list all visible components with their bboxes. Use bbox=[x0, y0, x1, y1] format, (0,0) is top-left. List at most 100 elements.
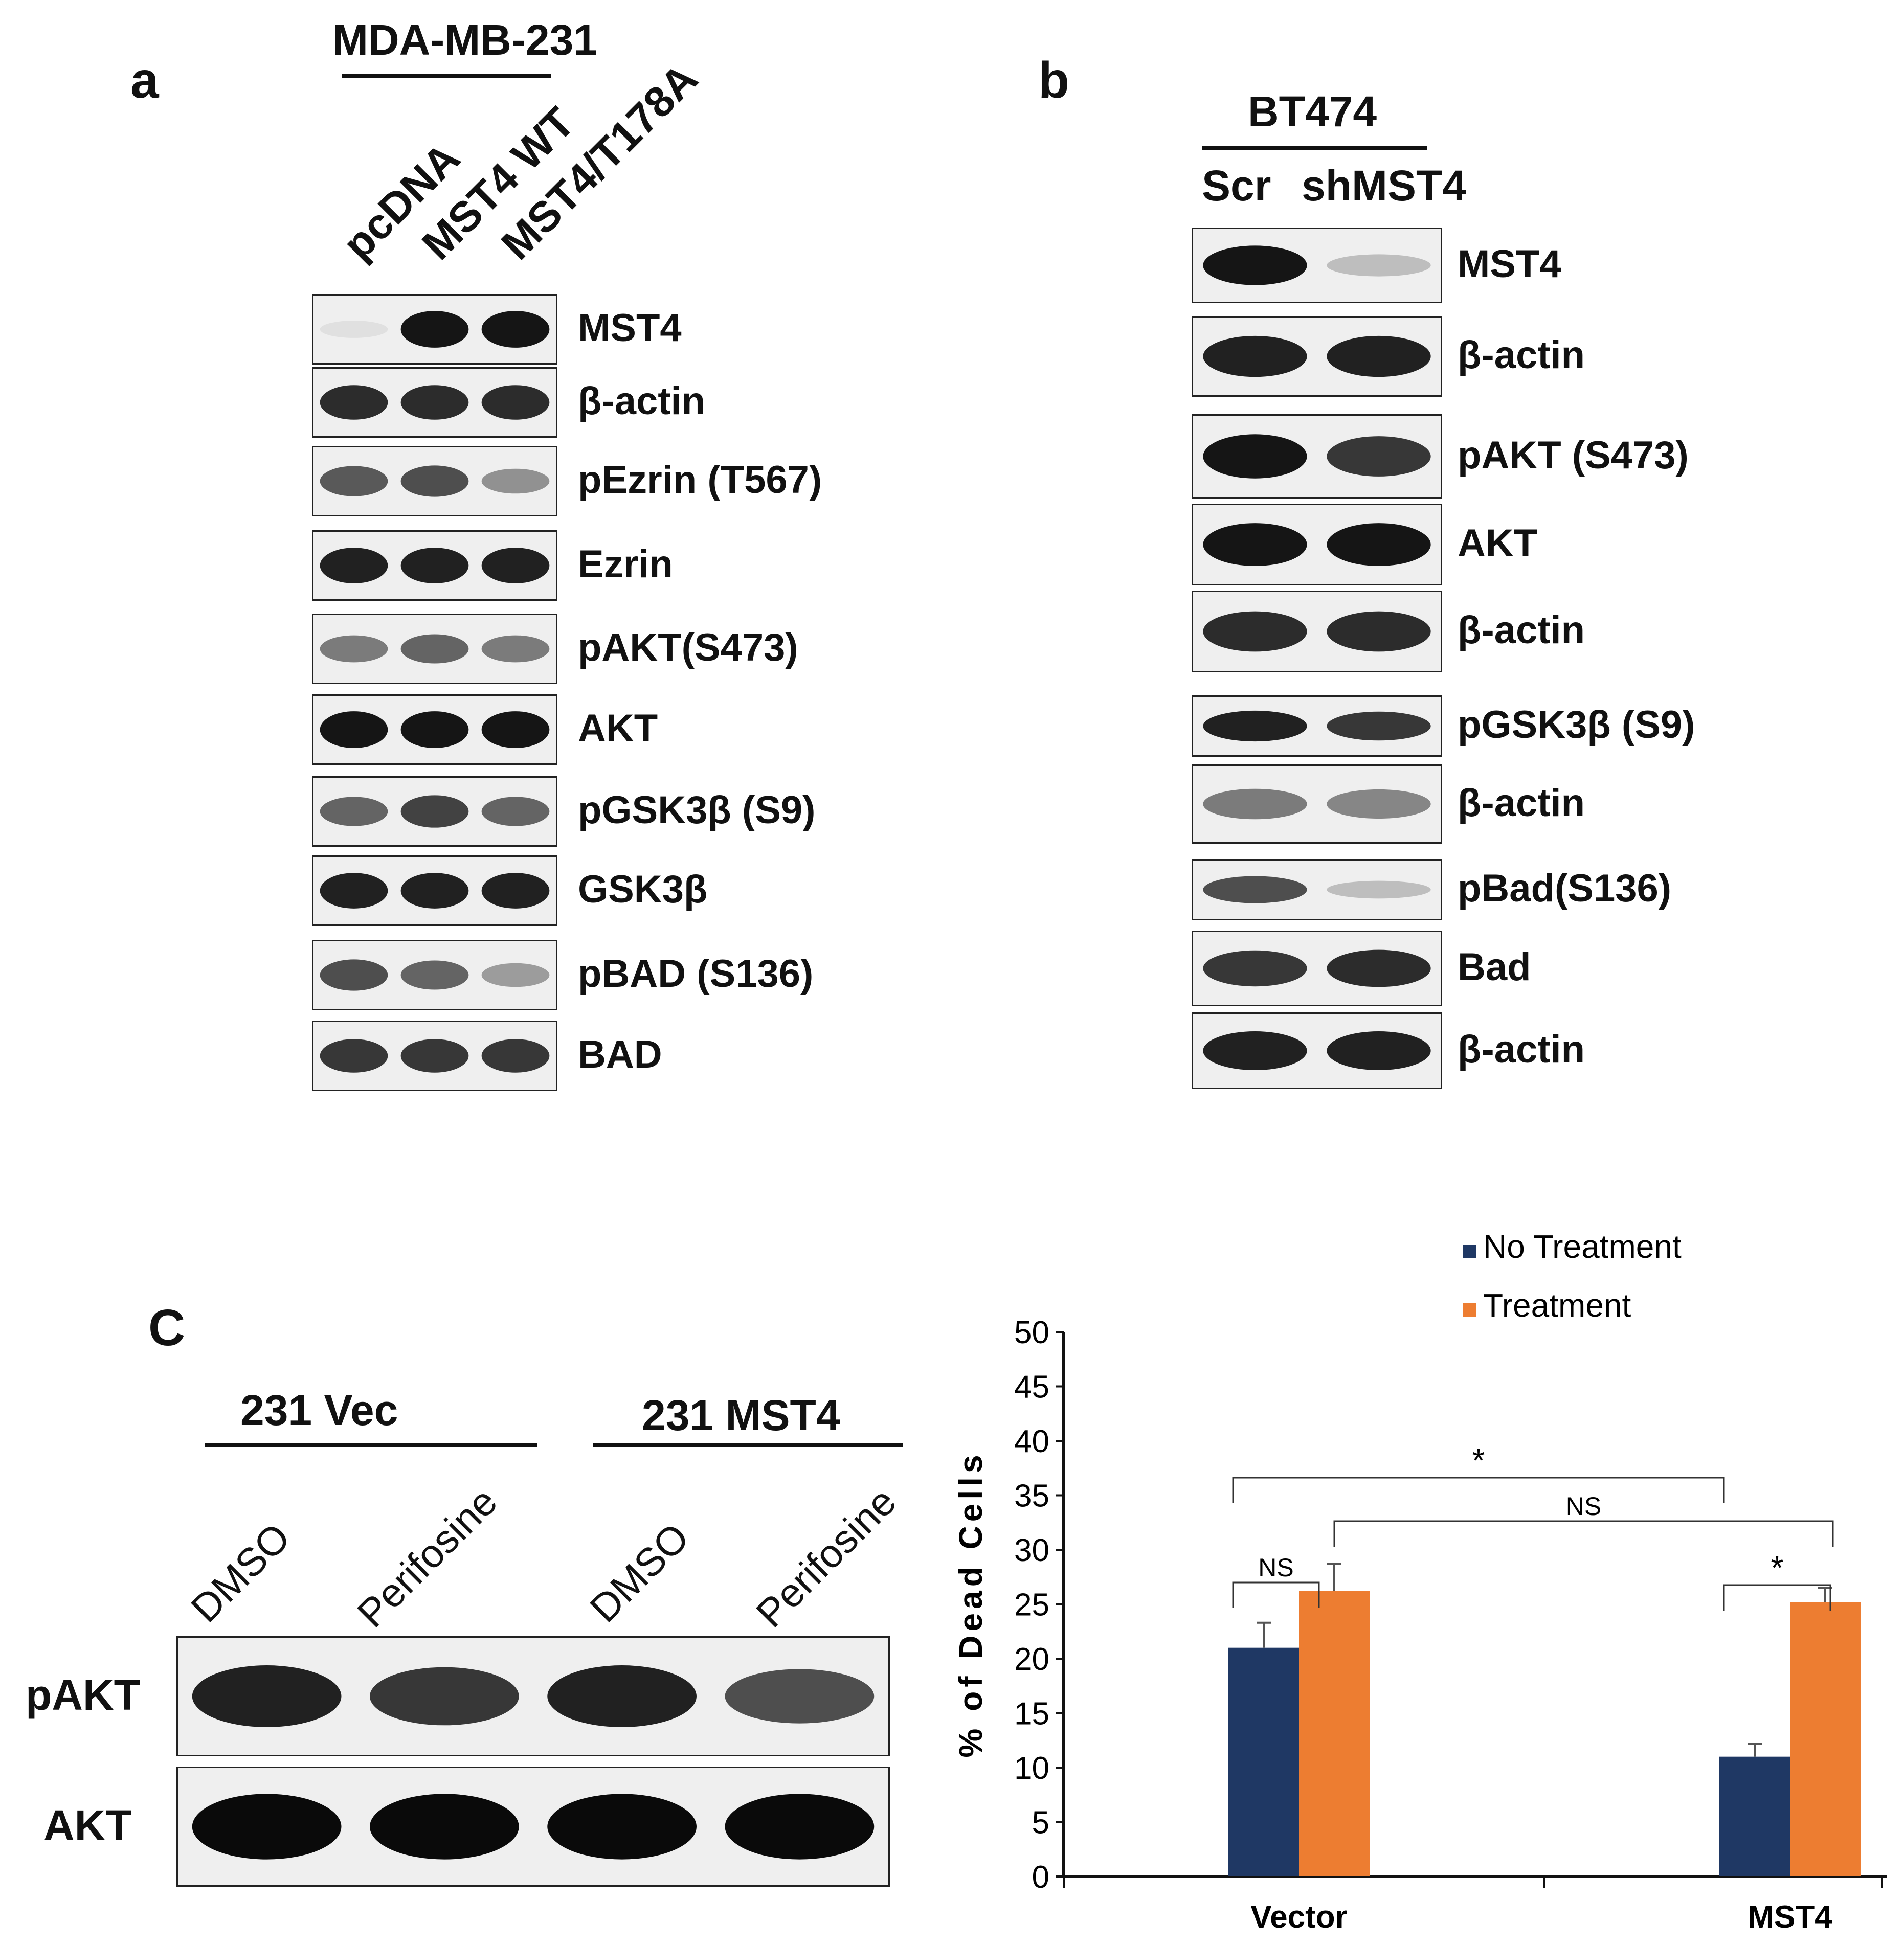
blot-band bbox=[481, 1039, 550, 1073]
blot-band bbox=[320, 959, 388, 991]
blot-band bbox=[1327, 523, 1431, 566]
significance-label: * bbox=[1472, 1442, 1485, 1479]
panel-c-lane-label: Perifosine bbox=[747, 1479, 905, 1636]
blot-label: β-actin bbox=[1458, 608, 1585, 652]
panel-b-lane-label: shMST4 bbox=[1302, 162, 1467, 210]
blot-band bbox=[320, 873, 388, 909]
blot-band bbox=[320, 466, 388, 496]
blot-band bbox=[1203, 434, 1307, 479]
panel-b-letter: b bbox=[1038, 52, 1070, 109]
blot-band bbox=[1327, 880, 1431, 899]
blot-band bbox=[400, 795, 469, 828]
y-tick-label: 10 bbox=[1014, 1751, 1049, 1786]
panel-c-group-rule bbox=[593, 1443, 903, 1447]
blot-strip bbox=[1192, 504, 1442, 585]
significance-label: * bbox=[1771, 1549, 1784, 1586]
blot-strip bbox=[312, 530, 557, 601]
blot-label: β-actin bbox=[1458, 1028, 1585, 1072]
panel-c-lane-label: Perifosine bbox=[348, 1479, 506, 1636]
blot-strip bbox=[1192, 764, 1442, 844]
blot-band bbox=[400, 465, 469, 497]
blot-label: MST4 bbox=[1458, 242, 1561, 286]
blot-strip bbox=[1192, 1012, 1442, 1089]
bar bbox=[1790, 1602, 1861, 1876]
blot-strip bbox=[312, 614, 557, 684]
blot-band bbox=[547, 1794, 697, 1860]
blot-band bbox=[1203, 1031, 1307, 1071]
blot-strip bbox=[1192, 316, 1442, 397]
blot-band bbox=[481, 635, 550, 663]
panel-c-lane-label: DMSO bbox=[581, 1514, 698, 1631]
blot-band bbox=[725, 1669, 875, 1724]
panel-b-header-rule bbox=[1202, 146, 1427, 150]
blot-band bbox=[400, 1039, 469, 1073]
blot-band bbox=[400, 711, 469, 748]
blot-band bbox=[481, 468, 550, 494]
panel-c-lane-label: DMSO bbox=[182, 1514, 299, 1631]
blot-band bbox=[1203, 788, 1307, 820]
blot-band bbox=[1203, 245, 1307, 285]
significance-bracket bbox=[1333, 1520, 1834, 1547]
blot-band bbox=[370, 1794, 519, 1860]
x-tick-label: Vector bbox=[1250, 1899, 1348, 1935]
blot-label: Ezrin bbox=[578, 542, 673, 586]
blot-band bbox=[320, 1039, 388, 1073]
blot-strip bbox=[312, 694, 557, 765]
blot-band bbox=[1327, 254, 1431, 277]
legend-swatch bbox=[1463, 1245, 1476, 1258]
blot-band bbox=[320, 635, 388, 663]
blot-band bbox=[400, 873, 469, 909]
blot-strip bbox=[312, 446, 557, 516]
y-tick-label: 35 bbox=[1014, 1479, 1049, 1514]
blot-band bbox=[192, 1665, 342, 1727]
panel-c-group-rule bbox=[205, 1443, 537, 1447]
y-tick-label: 15 bbox=[1014, 1697, 1049, 1732]
blot-band bbox=[400, 311, 469, 348]
significance-bracket bbox=[1723, 1584, 1831, 1611]
blot-strip bbox=[1192, 414, 1442, 499]
blot-label: pBad(S136) bbox=[1458, 867, 1672, 911]
blot-label: AKT bbox=[1458, 522, 1538, 566]
blot-band bbox=[320, 385, 388, 420]
legend-label: No Treatment bbox=[1483, 1228, 1682, 1265]
y-tick-label: 50 bbox=[1014, 1315, 1049, 1350]
blot-band bbox=[481, 963, 550, 987]
blot-strip bbox=[312, 940, 557, 1010]
blot-band bbox=[481, 311, 550, 348]
y-tick-label: 40 bbox=[1014, 1424, 1049, 1459]
blot-strip bbox=[1192, 695, 1442, 757]
blot-label: GSK3β bbox=[578, 868, 708, 912]
y-tick-label: 25 bbox=[1014, 1588, 1049, 1623]
blot-strip bbox=[1192, 859, 1442, 920]
blot-band bbox=[1327, 611, 1431, 652]
blot-strip bbox=[312, 294, 557, 365]
y-tick-label: 20 bbox=[1014, 1642, 1049, 1677]
blot-band bbox=[370, 1667, 519, 1726]
significance-bracket bbox=[1232, 1581, 1320, 1608]
blot-strip bbox=[312, 855, 557, 926]
blot-label: pBAD (S136) bbox=[578, 952, 814, 996]
blot-strip bbox=[1192, 931, 1442, 1006]
panel-b-cell-line: BT474 bbox=[1248, 87, 1377, 135]
panel-a-header-rule bbox=[342, 74, 551, 78]
blot-band bbox=[1327, 949, 1431, 987]
blot-strip bbox=[312, 776, 557, 847]
blot-label: β-actin bbox=[1458, 333, 1585, 377]
panel-a-letter: a bbox=[130, 52, 159, 109]
blot-band bbox=[1203, 523, 1307, 566]
bar bbox=[1299, 1591, 1370, 1876]
significance-bracket bbox=[1232, 1477, 1725, 1503]
blot-band bbox=[400, 634, 469, 664]
y-axis-label: % of Dead Cells bbox=[952, 1451, 989, 1757]
blot-band bbox=[1203, 335, 1307, 377]
panel-a-cell-line: MDA-MB-231 bbox=[332, 16, 598, 64]
blot-label: BAD bbox=[578, 1033, 662, 1077]
blot-band bbox=[481, 711, 550, 748]
blot-strip bbox=[1192, 228, 1442, 303]
y-tick-label: 5 bbox=[1032, 1805, 1049, 1841]
blot-label: pAKT bbox=[26, 1671, 140, 1720]
blot-strip bbox=[312, 367, 557, 438]
legend-label: Treatment bbox=[1483, 1287, 1631, 1324]
blot-strip bbox=[1192, 591, 1442, 672]
blot-band bbox=[1203, 611, 1307, 652]
